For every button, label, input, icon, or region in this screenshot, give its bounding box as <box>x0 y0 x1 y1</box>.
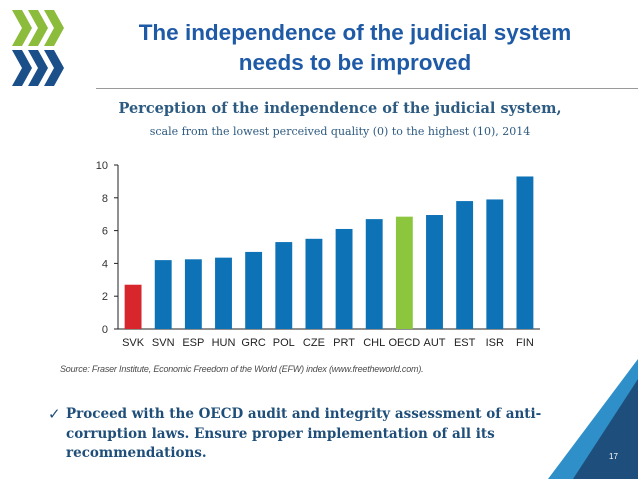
chart-title: Perception of the independence of the ju… <box>118 100 562 117</box>
oecd-logo <box>12 10 64 86</box>
x-tick-label: SVK <box>122 337 145 349</box>
bar-aut <box>426 215 443 329</box>
bar-grc <box>245 251 263 329</box>
x-tick-label: GRC <box>241 337 266 349</box>
x-tick-label: CZE <box>303 337 325 349</box>
chart-subtitle: scale from the lowest perceived quality … <box>149 125 531 138</box>
x-tick-label: FIN <box>516 337 534 349</box>
checkmark-icon: ✓ <box>48 405 61 423</box>
x-tick-label: PRT <box>333 337 355 349</box>
source-note: Source: Fraser Institute, Economic Freed… <box>60 364 424 374</box>
bar-svk <box>124 284 142 329</box>
bar-chart: 0 2 4 6 8 10 SVK SVN ESP HUN GRC POL CZE PRT CHL OECD AU… <box>96 160 540 349</box>
bar-est <box>456 201 474 329</box>
slide-title-line-2: needs to be improved <box>238 50 472 75</box>
x-tick-label: AUT <box>424 337 446 349</box>
x-tick-label: ESP <box>182 337 204 349</box>
bar-chl <box>365 219 383 329</box>
bullet-text: Proceed with the OECD audit and integrit… <box>66 405 541 464</box>
bar-cze <box>305 238 323 329</box>
title-divider <box>96 88 638 89</box>
y-tick-label: 10 <box>96 160 108 172</box>
bar-fin <box>516 176 534 329</box>
x-tick-label: EST <box>454 337 476 349</box>
x-tick-label: OECD <box>388 337 420 349</box>
corner-decoration <box>548 359 638 479</box>
bar-prt <box>335 228 353 329</box>
bar-pol <box>275 242 293 329</box>
y-tick-label: 4 <box>102 258 108 270</box>
bullet-text-line-1: Proceed with the OECD audit and integrit… <box>66 406 542 422</box>
y-tick-label: 8 <box>102 193 108 205</box>
bar-oecd <box>395 216 413 329</box>
slide-title-line-1: The independence of the judicial system <box>138 20 572 45</box>
x-tick-label: POL <box>273 337 295 349</box>
bar-isr <box>486 199 504 329</box>
bullet-text-line-2: corruption laws. Ensure proper implement… <box>66 425 495 442</box>
x-tick-label: HUN <box>212 337 236 349</box>
page-number: 17 <box>609 452 618 461</box>
y-tick-label: 0 <box>102 324 108 336</box>
y-tick-label: 6 <box>102 226 108 238</box>
bullet-text-line-3: recommendations. <box>66 445 207 461</box>
x-tick-label: ISR <box>486 337 504 349</box>
bar-svn <box>154 260 172 329</box>
x-tick-label: CHL <box>363 337 385 349</box>
slide-title: The independence of the judicial system … <box>80 18 630 78</box>
bullet-item: ✓ Proceed with the OECD audit and integr… <box>48 405 568 464</box>
y-tick-label: 2 <box>102 291 108 303</box>
bar-hun <box>215 257 232 329</box>
bar-esp <box>184 259 202 329</box>
x-tick-label: SVN <box>152 337 175 349</box>
